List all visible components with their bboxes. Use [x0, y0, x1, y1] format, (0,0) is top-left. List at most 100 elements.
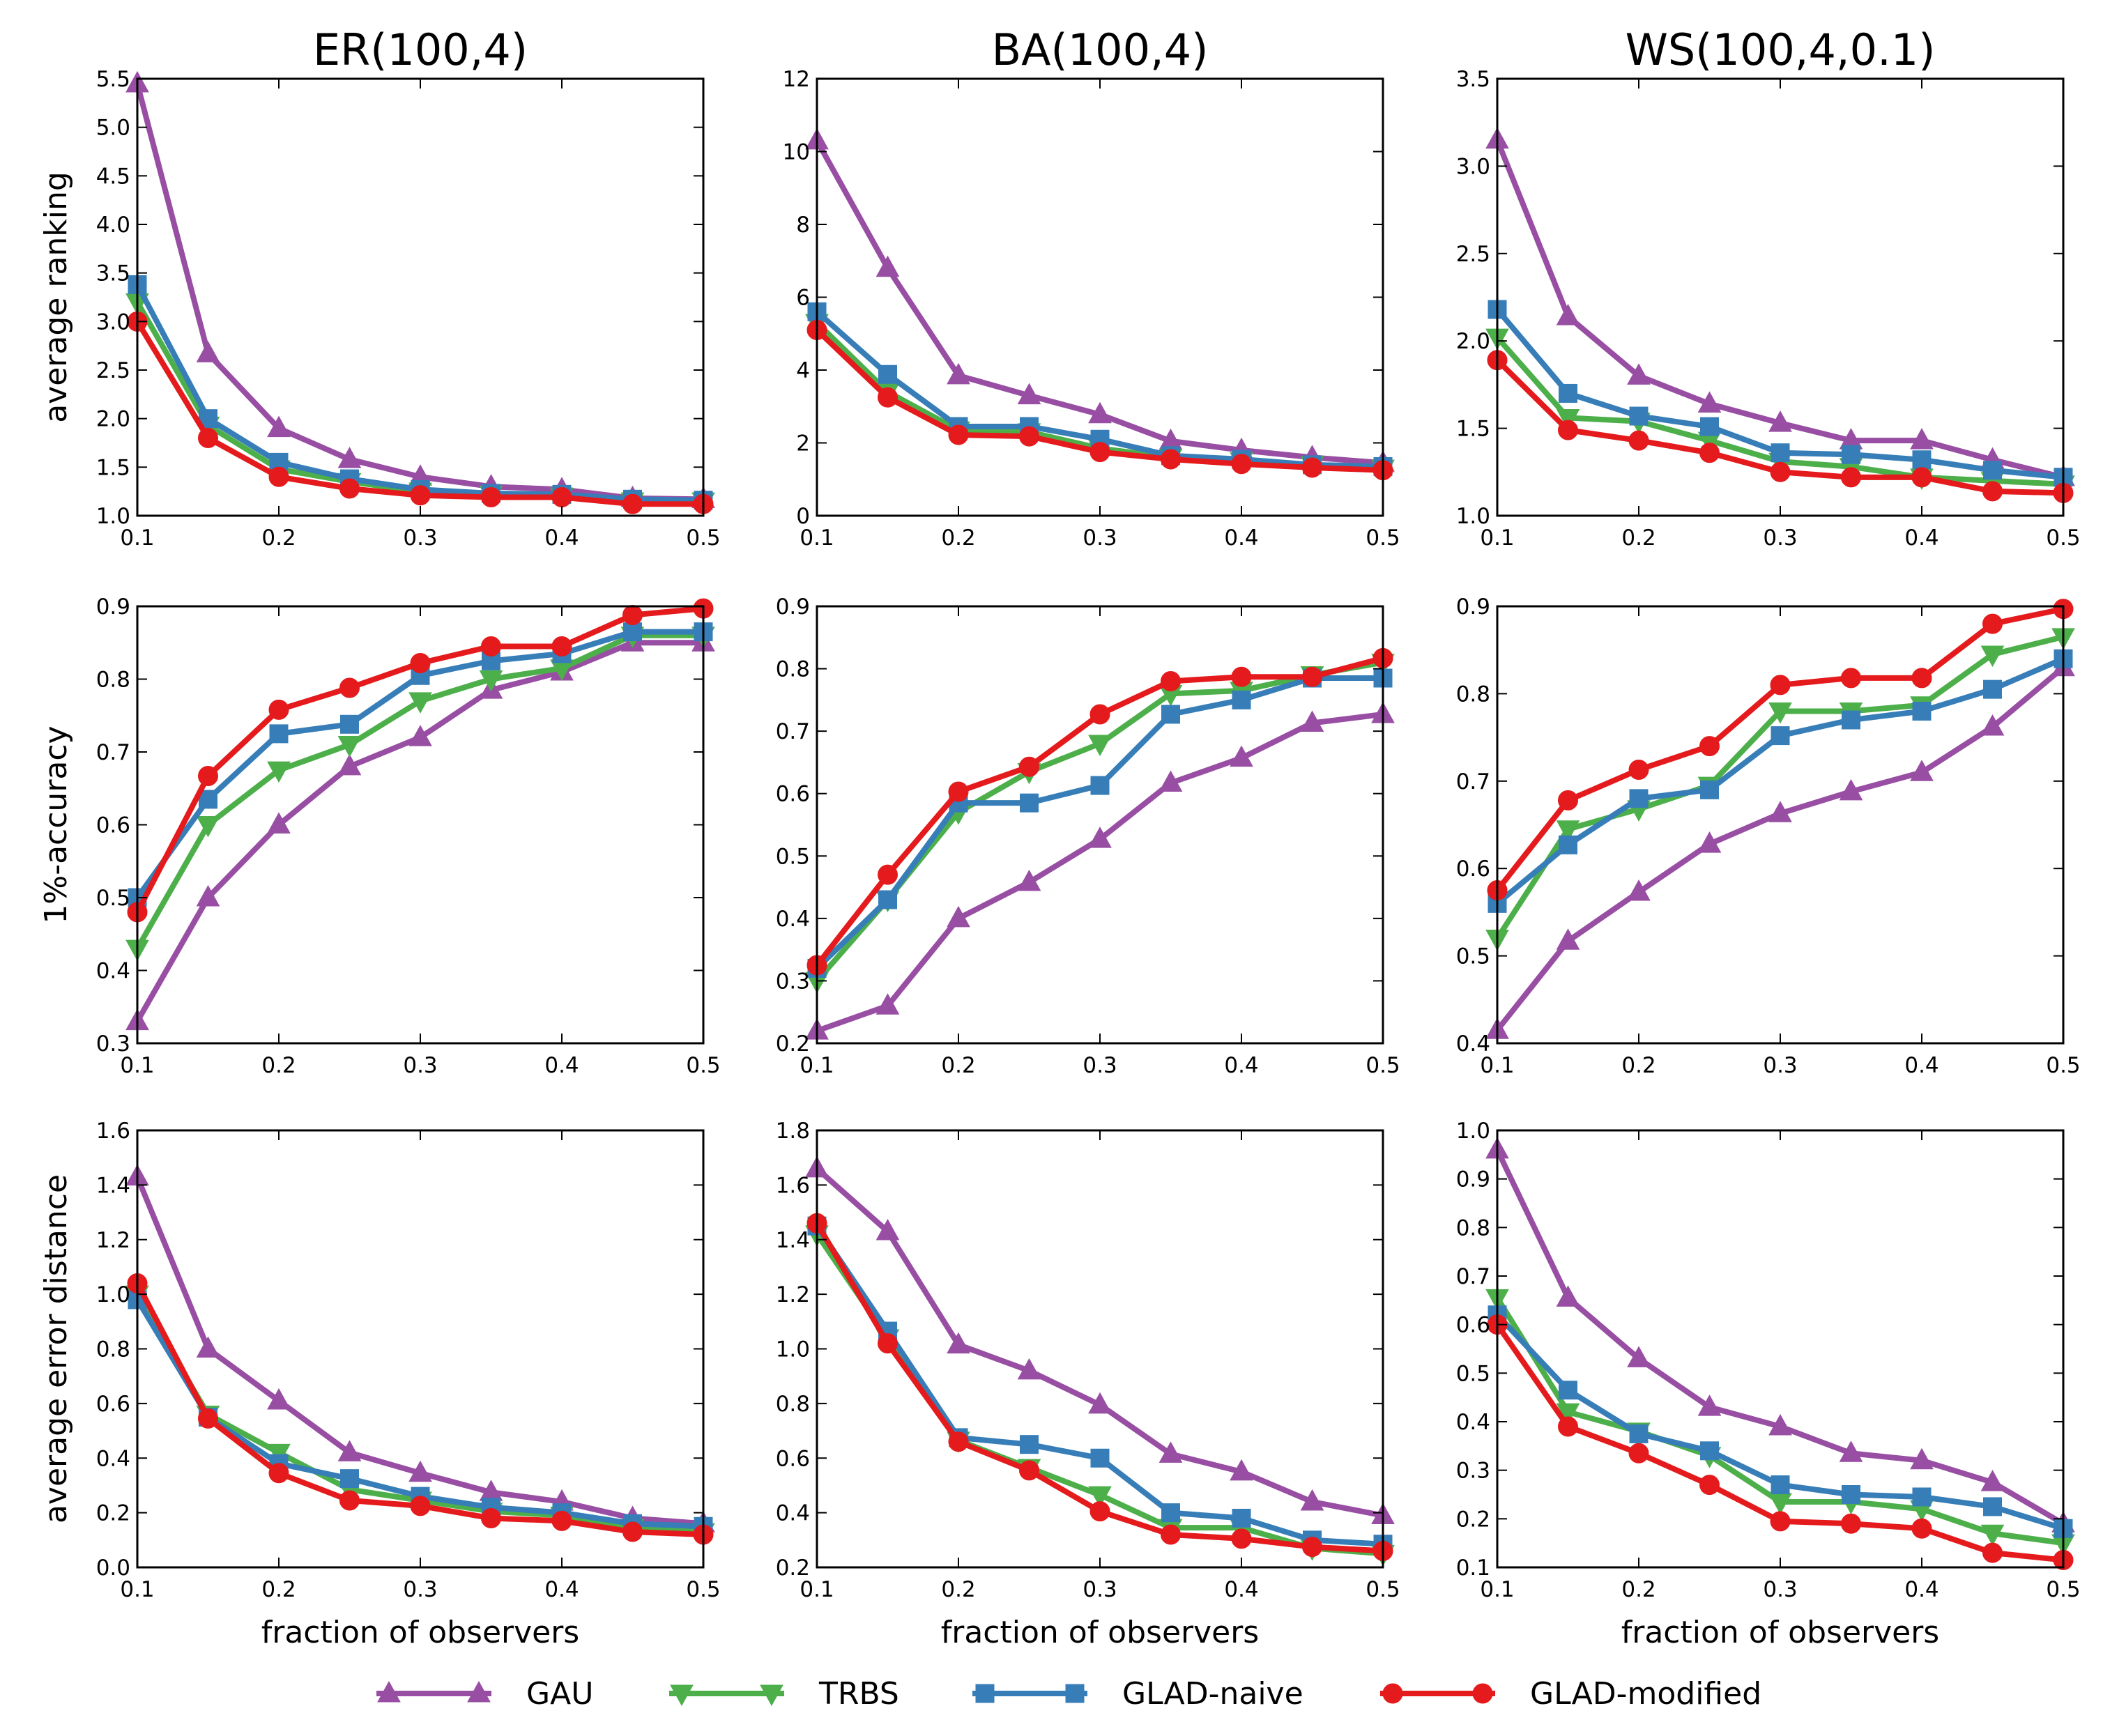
data-point-trbs	[267, 761, 291, 783]
y-tick-label: 0.4	[1456, 1410, 1490, 1435]
x-tick-label: 0.2	[1621, 525, 1655, 551]
x-tick-label: 0.1	[1480, 525, 1514, 551]
y-tick-label: 5.0	[96, 116, 130, 141]
data-point-glad-naive	[1559, 383, 1577, 403]
data-point-glad-modified	[1911, 467, 1932, 488]
y-tick-label: 1.4	[776, 1228, 810, 1253]
y-tick-label: 0.9	[1456, 594, 1490, 620]
data-point-gau	[1980, 1470, 2005, 1491]
data-point-glad-modified	[551, 1510, 572, 1531]
data-point-glad-naive	[269, 724, 289, 744]
data-point-glad-modified	[551, 636, 572, 656]
y-tick-label: 0.7	[776, 719, 810, 744]
data-point-glad-modified	[1982, 481, 2003, 502]
data-point-glad-naive	[1912, 1487, 1932, 1507]
y-tick-label: 4.0	[96, 213, 130, 238]
data-point-trbs	[337, 736, 362, 758]
data-point-glad-modified	[481, 1507, 501, 1528]
y-tick-label: 0.8	[96, 668, 130, 693]
x-tick-label: 0.5	[686, 1053, 720, 1078]
data-point-gau	[408, 725, 432, 746]
legend-marker	[377, 1680, 401, 1703]
data-point-glad-naive	[1232, 690, 1251, 709]
data-point-trbs	[1980, 645, 2005, 668]
x-tick-label: 0.1	[120, 1577, 154, 1602]
data-point-glad-naive	[1700, 780, 1719, 799]
data-point-glad-naive	[1771, 443, 1790, 463]
data-point-glad-modified	[878, 864, 898, 885]
data-point-glad-naive	[1559, 835, 1577, 854]
data-point-glad-naive	[1090, 776, 1110, 795]
y-tick-label: 0.8	[776, 657, 810, 682]
y-tick-label: 0.2	[776, 1556, 810, 1581]
x-tick-label: 0.2	[941, 1577, 975, 1602]
y-tick-label: 0.9	[96, 594, 130, 620]
data-point-gau	[1017, 1358, 1041, 1380]
data-point-gau	[196, 1336, 220, 1358]
x-tick-label: 0.2	[941, 1053, 975, 1078]
data-point-gau	[947, 1332, 970, 1354]
data-point-glad-naive	[1629, 1424, 1649, 1443]
x-tick-label: 0.3	[1763, 1577, 1797, 1602]
chart-panel-r2-c0: 0.1 0.2 0.3 0.4 0.5 0.0 0.2 0.4 0.6 0.8 1.0 1.2 1.4 1…	[38, 1119, 721, 1650]
data-point-glad-modified	[1231, 454, 1252, 475]
data-point-gau	[1910, 1447, 1934, 1470]
x-tick-label: 0.5	[1366, 525, 1400, 551]
y-tick-label: 3.5	[1456, 67, 1490, 92]
x-tick-label: 0.2	[261, 1053, 296, 1078]
y-tick-label: 0.6	[776, 782, 810, 807]
data-point-glad-modified	[622, 1521, 643, 1542]
axes-frame	[816, 605, 1384, 1045]
data-point-gau	[1768, 1413, 1792, 1436]
chart-panel-r0-c2: 0.1 0.2 0.3 0.4 0.5 1.0 1.5 2.0 2.5 3.0 3.5 WS(100,…	[1456, 24, 2081, 551]
data-point-glad-modified	[1302, 1537, 1322, 1558]
x-tick-label: 0.3	[1083, 525, 1117, 551]
data-point-gau	[196, 884, 220, 907]
data-point-gau	[875, 993, 900, 1015]
x-axis-label: fraction of observers	[1621, 1615, 1939, 1650]
data-point-glad-modified	[1302, 666, 1322, 687]
data-point-glad-naive	[1161, 1503, 1180, 1523]
y-tick-label: 0.7	[1456, 769, 1490, 794]
y-tick-label: 1.6	[96, 1119, 130, 1144]
data-point-gau	[1300, 1489, 1324, 1511]
series-line-glad-modified	[814, 655, 1386, 969]
chart-panel-r0-c1: 0.1 0.2 0.3 0.4 0.5 0 2 4 6 8 10 12 BA(100,4)	[783, 24, 1400, 551]
y-tick-label: 3.0	[96, 309, 130, 335]
y-tick-label: 0.4	[776, 907, 810, 932]
data-point-gau	[947, 362, 970, 385]
data-point-gau	[1158, 1441, 1183, 1463]
data-point-gau	[1697, 391, 1722, 413]
data-point-glad-modified	[410, 485, 431, 506]
data-point-glad-modified	[1699, 736, 1720, 757]
x-tick-label: 0.2	[941, 525, 975, 551]
data-point-glad-naive	[1842, 445, 1860, 464]
data-point-glad-naive	[1161, 705, 1180, 724]
legend-label: TRBS	[818, 1676, 899, 1712]
data-point-gau	[875, 1218, 900, 1240]
series-line-glad-modified	[1494, 606, 2066, 893]
x-tick-label: 0.1	[800, 1577, 834, 1602]
y-tick-label: 0.3	[96, 1031, 130, 1057]
data-point-trbs	[408, 692, 432, 714]
y-tick-label: 1.0	[96, 504, 130, 529]
y-tick-label: 0.6	[1456, 1313, 1490, 1338]
y-tick-label: 1.8	[776, 1119, 810, 1144]
data-point-glad-modified	[1019, 1460, 1039, 1481]
x-tick-label: 0.4	[1904, 1053, 1938, 1078]
data-point-glad-naive	[1771, 726, 1790, 746]
data-point-glad-modified	[481, 487, 501, 508]
data-point-gau	[1768, 801, 1792, 822]
x-tick-label: 0.4	[1904, 1577, 1938, 1602]
legend-marker	[670, 1684, 694, 1707]
y-tick-label: 6	[796, 286, 810, 311]
x-tick-label: 0.4	[544, 525, 579, 551]
x-tick-label: 0.5	[2046, 1577, 2080, 1602]
data-point-gau	[1627, 363, 1651, 385]
x-tick-label: 0.2	[261, 1577, 296, 1602]
data-point-glad-modified	[1558, 790, 1578, 811]
data-point-gau	[1980, 714, 2005, 736]
legend-item-gau: GAU	[376, 1676, 593, 1712]
x-tick-label: 0.4	[544, 1577, 579, 1602]
x-tick-label: 0.3	[403, 1577, 437, 1602]
